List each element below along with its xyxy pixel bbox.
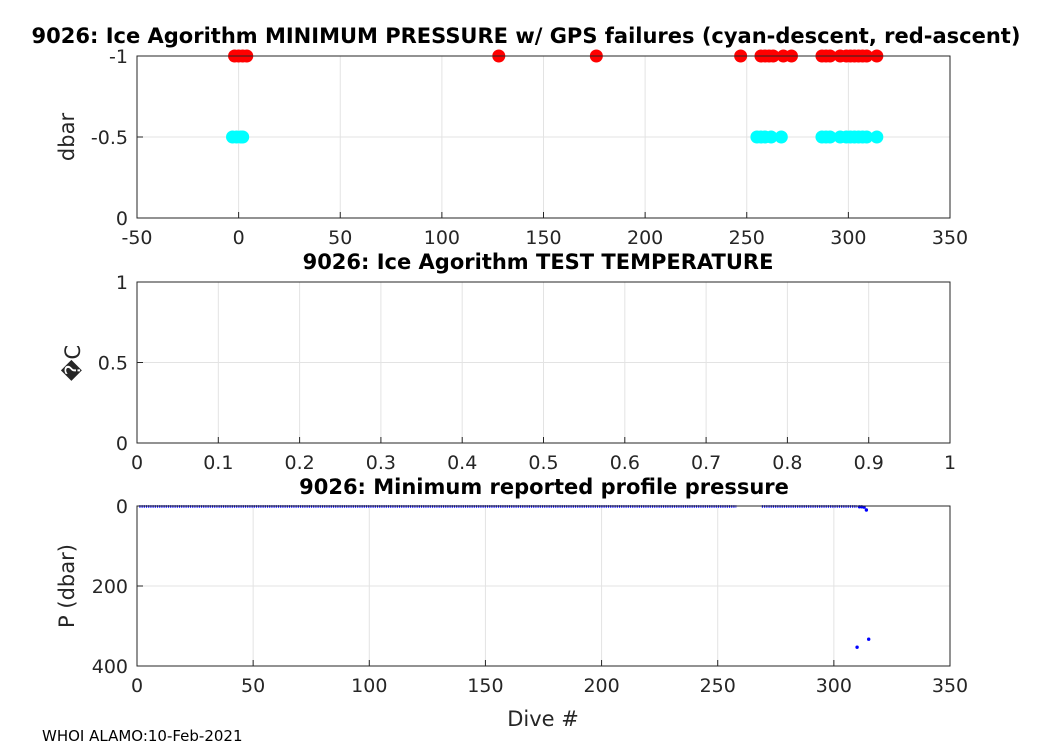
x-tick-label: 50: [328, 227, 352, 249]
cyan-descent-marker: [823, 130, 837, 144]
x-tick-label: 0.9: [854, 452, 884, 474]
x-tick-label: 250: [729, 227, 765, 249]
x-tick-label: 0.2: [284, 452, 314, 474]
x-tick-label: 0.5: [528, 452, 558, 474]
x-tick-label: 300: [816, 675, 852, 697]
x-tick-label: 200: [583, 675, 619, 697]
x-tick-label: 300: [830, 227, 866, 249]
ylabel-test-temperature: �C: [60, 345, 85, 381]
x-tick-label: 350: [932, 227, 968, 249]
panel-test-temperature: 0 0.1 0.2 0.3 0.4 0.5 0.6 0.7 0.8 0.9 1 1 0.5 0 9026:…: [60, 250, 956, 474]
min-pressure-point: [864, 508, 869, 512]
x-tick-label: 0.6: [610, 452, 640, 474]
y-tick-label: -0.5: [91, 127, 128, 149]
x-tick-label: 0: [131, 452, 143, 474]
x-tick-label: 0.1: [203, 452, 233, 474]
ticks-test-temperature: 0 0.1 0.2 0.3 0.4 0.5 0.6 0.7 0.8 0.9 1 1 0.5 0: [98, 272, 956, 474]
x-tick-label: -50: [121, 227, 152, 249]
x-tick-label: 0.7: [691, 452, 721, 474]
y-tick-label: 200: [92, 576, 128, 598]
y-tick-label: 0: [116, 433, 128, 455]
ticks-profile-pressure: 0 50 100 150 200 250 300 350 0 200 400: [92, 496, 968, 697]
title-min-pressure: 9026: Ice Agorithm MINIMUM PRESSURE w/ G…: [32, 24, 1021, 48]
y-tick-label: -1: [109, 46, 128, 68]
y-tick-label: 0: [116, 208, 128, 230]
footer-credit: WHOI ALAMO:10-Feb-2021: [42, 727, 243, 745]
x-tick-label: 0: [131, 675, 143, 697]
title-profile-pressure: 9026: Minimum reported profile pressure: [299, 475, 789, 499]
cyan-descent-marker: [860, 130, 874, 144]
cyan-descent-marker: [774, 130, 788, 144]
ylabel-min-pressure: dbar: [55, 113, 79, 162]
x-tick-label: 100: [351, 675, 387, 697]
x-tick-label: 0: [233, 227, 245, 249]
y-tick-label: 0.5: [98, 353, 128, 375]
x-tick-label: 0.4: [447, 452, 477, 474]
min-pressure-point: [867, 637, 871, 641]
title-test-temperature: 9026: Ice Agorithm TEST TEMPERATURE: [303, 250, 774, 274]
cyan-descent-marker: [764, 130, 778, 144]
x-tick-label: 150: [467, 675, 503, 697]
ylabel-profile-pressure: P (dbar): [55, 544, 79, 628]
ticks-min-pressure: -50 0 50 100 150 200 250 300 350-1-0.50: [91, 46, 968, 249]
y-tick-label: 0: [116, 496, 128, 518]
cyan-descent-marker: [236, 130, 250, 144]
xlabel-profile-pressure: Dive #: [507, 707, 579, 731]
x-tick-label: 50: [241, 675, 265, 697]
y-tick-label: 1: [116, 272, 128, 294]
panel-profile-pressure: 0 50 100 150 200 250 300 350 0 200 400 9026: Minim…: [55, 475, 968, 731]
x-tick-label: 350: [932, 675, 968, 697]
x-tick-label: 1: [944, 452, 956, 474]
x-tick-label: 250: [700, 675, 736, 697]
cyan-descent-marker: [870, 130, 884, 144]
x-tick-label: 0.3: [366, 452, 396, 474]
x-tick-label: 0.8: [772, 452, 802, 474]
y-tick-label: 400: [92, 656, 128, 678]
min-pressure-point: [855, 645, 859, 649]
panel-min-pressure: -50 0 50 100 150 200 250 300 350-1-0.50 9026: Ic…: [32, 24, 1021, 249]
x-tick-label: 150: [525, 227, 561, 249]
x-tick-label: 200: [627, 227, 663, 249]
x-tick-label: 100: [424, 227, 460, 249]
